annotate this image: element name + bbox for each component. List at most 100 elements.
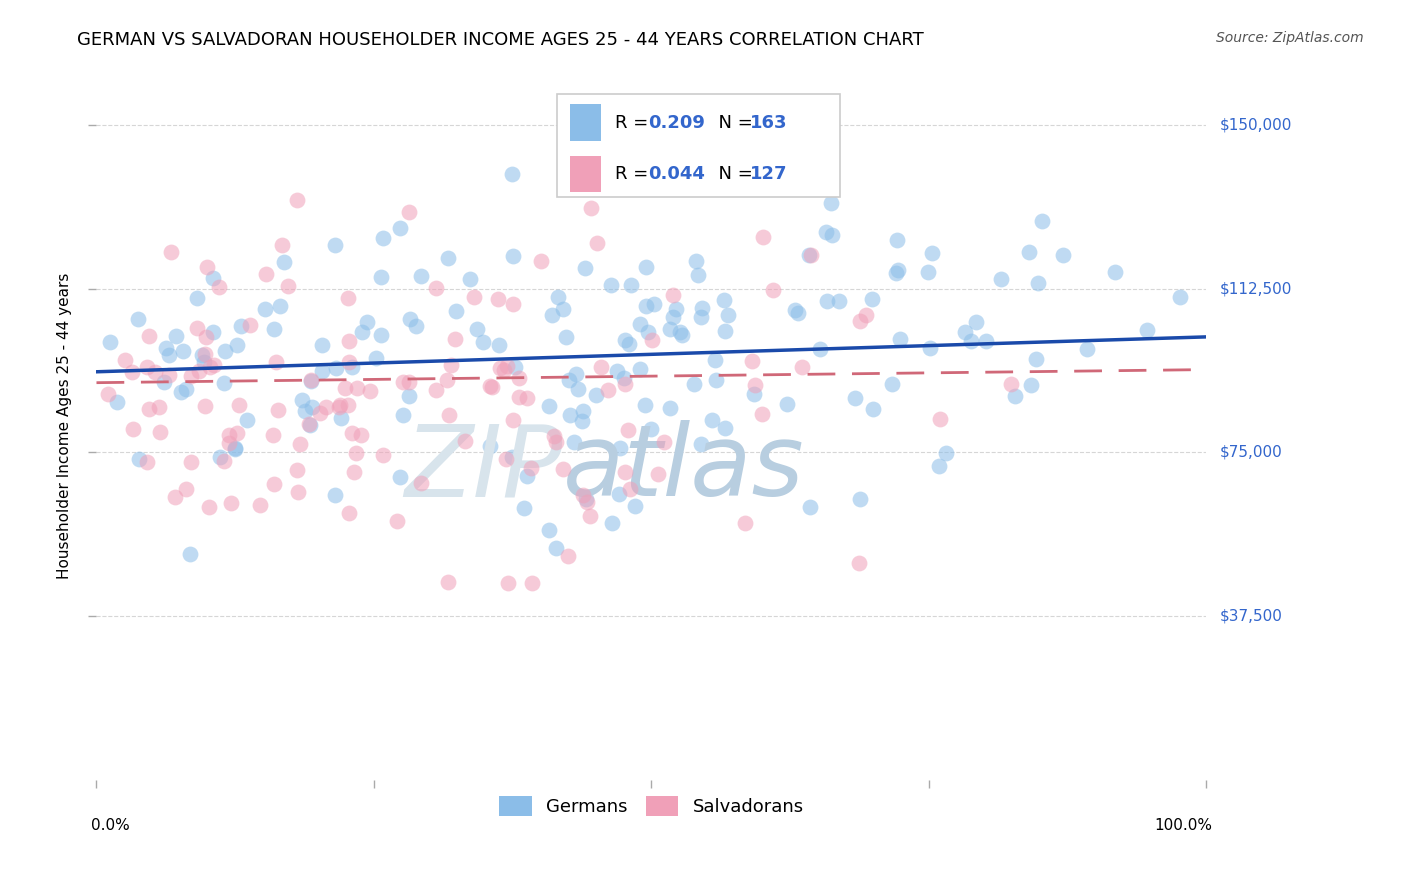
Point [409, 268, 432, 283]
Point [713, 293, 735, 307]
Point [827, 294, 849, 309]
Point [920, 341, 942, 355]
Point [342, 359, 364, 374]
Point [1018, 244, 1040, 259]
Point [301, 400, 323, 414]
Point [602, 516, 624, 530]
Point [815, 225, 838, 239]
Point [887, 263, 910, 277]
Point [783, 303, 806, 318]
Point [214, 343, 236, 358]
Point [488, 360, 510, 375]
Point [714, 324, 737, 338]
Point [571, 414, 593, 428]
Point [323, 238, 346, 252]
Point [815, 293, 838, 308]
Text: 163: 163 [751, 114, 787, 132]
Point [503, 359, 526, 374]
Point [440, 359, 463, 373]
Point [385, 514, 408, 528]
Text: R =: R = [614, 114, 654, 132]
Point [121, 365, 143, 379]
Text: 0.0%: 0.0% [91, 819, 129, 833]
Point [343, 465, 366, 479]
Text: Source: ZipAtlas.com: Source: ZipAtlas.com [1216, 31, 1364, 45]
Point [974, 334, 997, 348]
Point [953, 325, 976, 339]
Point [686, 268, 709, 283]
Point [454, 434, 477, 449]
Point [578, 509, 600, 524]
Point [371, 448, 394, 462]
Point [1000, 376, 1022, 391]
Point [927, 459, 949, 474]
Point [704, 373, 727, 387]
Point [411, 475, 433, 490]
Point [299, 373, 322, 387]
Point [249, 499, 271, 513]
Point [599, 277, 621, 292]
Point [1021, 377, 1043, 392]
Point [685, 254, 707, 268]
Point [551, 462, 574, 476]
Point [1104, 264, 1126, 278]
Point [734, 516, 756, 530]
Point [513, 501, 536, 516]
Point [299, 374, 322, 388]
Point [606, 363, 628, 377]
Point [658, 401, 681, 416]
Point [634, 299, 657, 313]
Point [191, 348, 214, 362]
Text: $150,000: $150,000 [1220, 118, 1292, 133]
Point [263, 322, 285, 336]
Text: ZIP: ZIP [405, 420, 562, 517]
Point [538, 523, 561, 537]
Point [107, 395, 129, 409]
Point [340, 426, 363, 441]
Point [616, 423, 638, 437]
Point [1031, 214, 1053, 228]
Point [218, 428, 240, 442]
Point [254, 302, 277, 317]
Point [628, 317, 651, 331]
Point [862, 402, 884, 417]
Legend: Germans, Salvadorans: Germans, Salvadorans [492, 789, 811, 823]
Point [543, 428, 565, 442]
Text: N =: N = [707, 165, 758, 183]
Point [329, 398, 352, 412]
Point [337, 398, 360, 412]
Point [884, 266, 907, 280]
Point [617, 336, 640, 351]
Point [127, 312, 149, 326]
Point [716, 308, 738, 322]
Text: N =: N = [707, 114, 758, 132]
Point [444, 332, 467, 346]
Point [501, 167, 523, 181]
Point [1076, 343, 1098, 357]
Point [392, 409, 415, 423]
Point [502, 412, 524, 426]
Point [714, 421, 737, 435]
Point [558, 373, 581, 387]
Point [271, 238, 294, 252]
Point [463, 290, 485, 304]
Point [359, 384, 381, 398]
Point [520, 576, 543, 591]
Point [197, 500, 219, 515]
Point [163, 490, 186, 504]
Point [262, 428, 284, 442]
Point [565, 368, 588, 382]
Point [744, 378, 766, 392]
Point [186, 321, 208, 335]
Point [179, 547, 201, 561]
Point [285, 463, 308, 477]
Point [277, 279, 299, 293]
Point [741, 354, 763, 368]
Point [882, 376, 904, 391]
Text: 127: 127 [751, 165, 787, 183]
Point [820, 196, 842, 211]
Point [194, 330, 217, 344]
Point [665, 302, 688, 317]
Point [391, 375, 413, 389]
Point [148, 401, 170, 415]
